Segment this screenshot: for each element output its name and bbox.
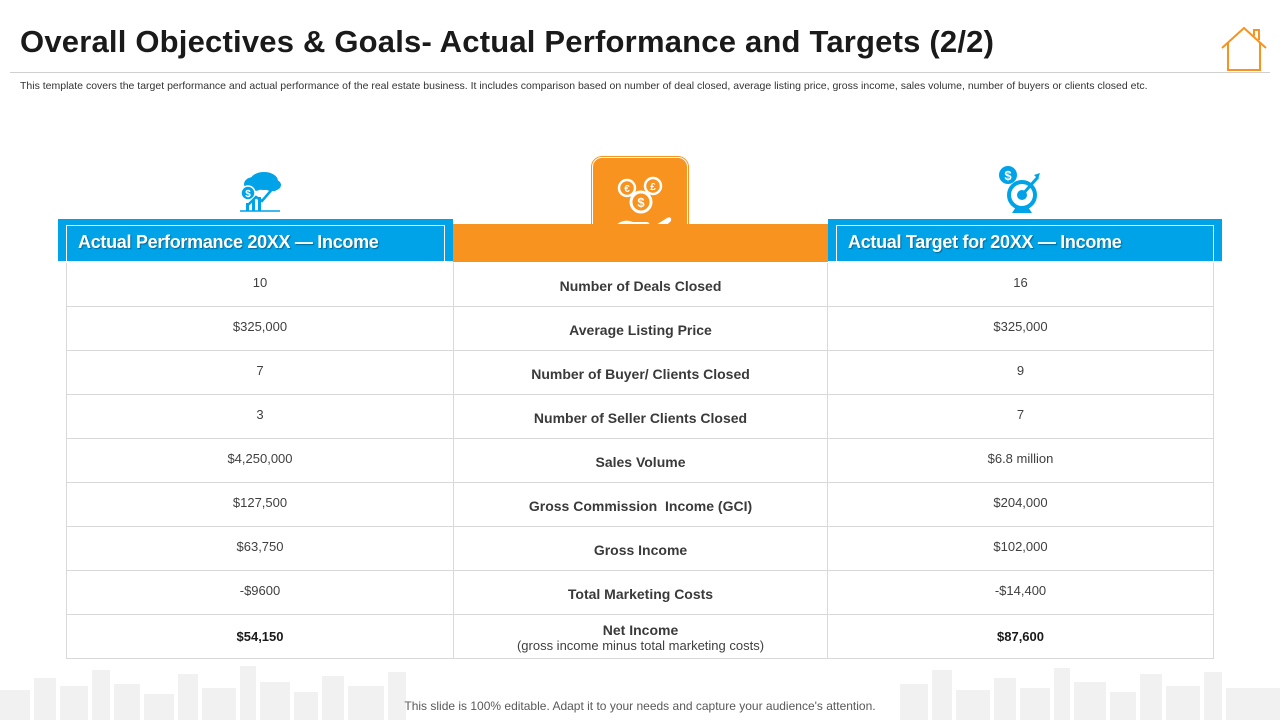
- table-row: 10 Number of Deals Closed 16: [67, 263, 1213, 307]
- header-frame: [836, 225, 1214, 261]
- slide-title: Overall Objectives & Goals- Actual Perfo…: [20, 24, 995, 59]
- actual-value-cell: 3: [67, 395, 454, 438]
- actual-performance-header: Actual Performance 20XX — Income: [58, 219, 453, 261]
- svg-text:$: $: [1004, 168, 1012, 183]
- actual-value-cell: $4,250,000: [67, 439, 454, 482]
- target-value-cell: $102,000: [993, 539, 1048, 554]
- metric-cell: Gross Income: [454, 527, 828, 570]
- actual-value-cell: $54,150: [67, 615, 454, 658]
- actual-value-cell: 7: [67, 351, 454, 394]
- table-row: $63,750 Gross Income $102,000: [67, 527, 1213, 571]
- dollar-target-icon: $: [992, 163, 1048, 217]
- target-value-cell: $87,600: [997, 628, 1044, 644]
- svg-text:$: $: [245, 189, 251, 200]
- slide-description: This template covers the target performa…: [20, 80, 1148, 92]
- actual-value-cell: 10: [67, 263, 454, 306]
- performance-table: 10 Number of Deals Closed 16 $325,000 Av…: [66, 263, 1214, 659]
- metric-note: (gross income minus total marketing cost…: [516, 637, 765, 653]
- metric-label: Sales Volume: [595, 453, 686, 470]
- slide-footer-note: This slide is 100% editable. Adapt it to…: [404, 699, 876, 713]
- actual-performance-header-label: Actual Performance 20XX — Income: [78, 232, 379, 252]
- metric-label: Average Listing Price: [569, 321, 712, 338]
- metric-cell: Number of Buyer/ Clients Closed: [454, 351, 828, 394]
- target-value-cell: $6.8 million: [987, 451, 1054, 466]
- metric-cell: Net Income (gross income minus total mar…: [454, 615, 828, 658]
- actual-value-cell: $325,000: [67, 307, 454, 350]
- metric-label: Gross Income: [593, 541, 688, 558]
- metric-label: Net Income: [602, 621, 679, 638]
- metric-cell: Number of Deals Closed: [454, 263, 828, 306]
- house-outline-icon: [1218, 24, 1270, 74]
- table-row: 3 Number of Seller Clients Closed 7: [67, 395, 1213, 439]
- table-row: $325,000 Average Listing Price $325,000: [67, 307, 1213, 351]
- title-divider: [10, 72, 1270, 73]
- metric-cell: Gross Commission Income (GCI): [454, 483, 828, 526]
- actual-value-cell: $127,500: [67, 483, 454, 526]
- table-row: 7 Number of Buyer/ Clients Closed 9: [67, 351, 1213, 395]
- metric-label: Number of Buyer/ Clients Closed: [531, 365, 750, 382]
- table-row: $4,250,000 Sales Volume $6.8 million: [67, 439, 1213, 483]
- svg-text:£: £: [650, 182, 656, 193]
- target-value-cell: 9: [1016, 363, 1025, 378]
- target-value-cell: -$14,400: [994, 583, 1047, 598]
- metric-label: Number of Deals Closed: [559, 277, 722, 294]
- target-value-cell: $204,000: [993, 495, 1048, 510]
- svg-text:$: $: [637, 195, 645, 210]
- metric-label: Number of Seller Clients Closed: [533, 409, 748, 426]
- table-row: -$9600 Total Marketing Costs -$14,400: [67, 571, 1213, 615]
- table-row-net-income: $54,150 Net Income (gross income minus t…: [67, 615, 1213, 659]
- svg-text:€: €: [624, 184, 630, 195]
- target-value-cell: 7: [1016, 407, 1025, 422]
- money-growth-chart-icon: $: [234, 167, 286, 213]
- metric-column-header: [453, 224, 828, 262]
- table-row: $127,500 Gross Commission Income (GCI) $…: [67, 483, 1213, 527]
- metric-label: Total Marketing Costs: [567, 585, 714, 602]
- metric-cell: Average Listing Price: [454, 307, 828, 350]
- actual-target-header: Actual Target for 20XX — Income: [828, 219, 1222, 261]
- actual-target-header-label: Actual Target for 20XX — Income: [848, 232, 1122, 252]
- city-skyline-decoration: [0, 660, 1280, 720]
- target-value-cell: 16: [1013, 275, 1028, 290]
- metric-cell: Number of Seller Clients Closed: [454, 395, 828, 438]
- actual-value-cell: $63,750: [67, 527, 454, 570]
- target-value-cell: $325,000: [993, 319, 1048, 334]
- header-frame: [66, 225, 445, 261]
- metric-cell: Total Marketing Costs: [454, 571, 828, 614]
- metric-cell: Sales Volume: [454, 439, 828, 482]
- metric-label: Gross Commission Income (GCI): [528, 497, 753, 514]
- actual-value-cell: -$9600: [67, 571, 454, 614]
